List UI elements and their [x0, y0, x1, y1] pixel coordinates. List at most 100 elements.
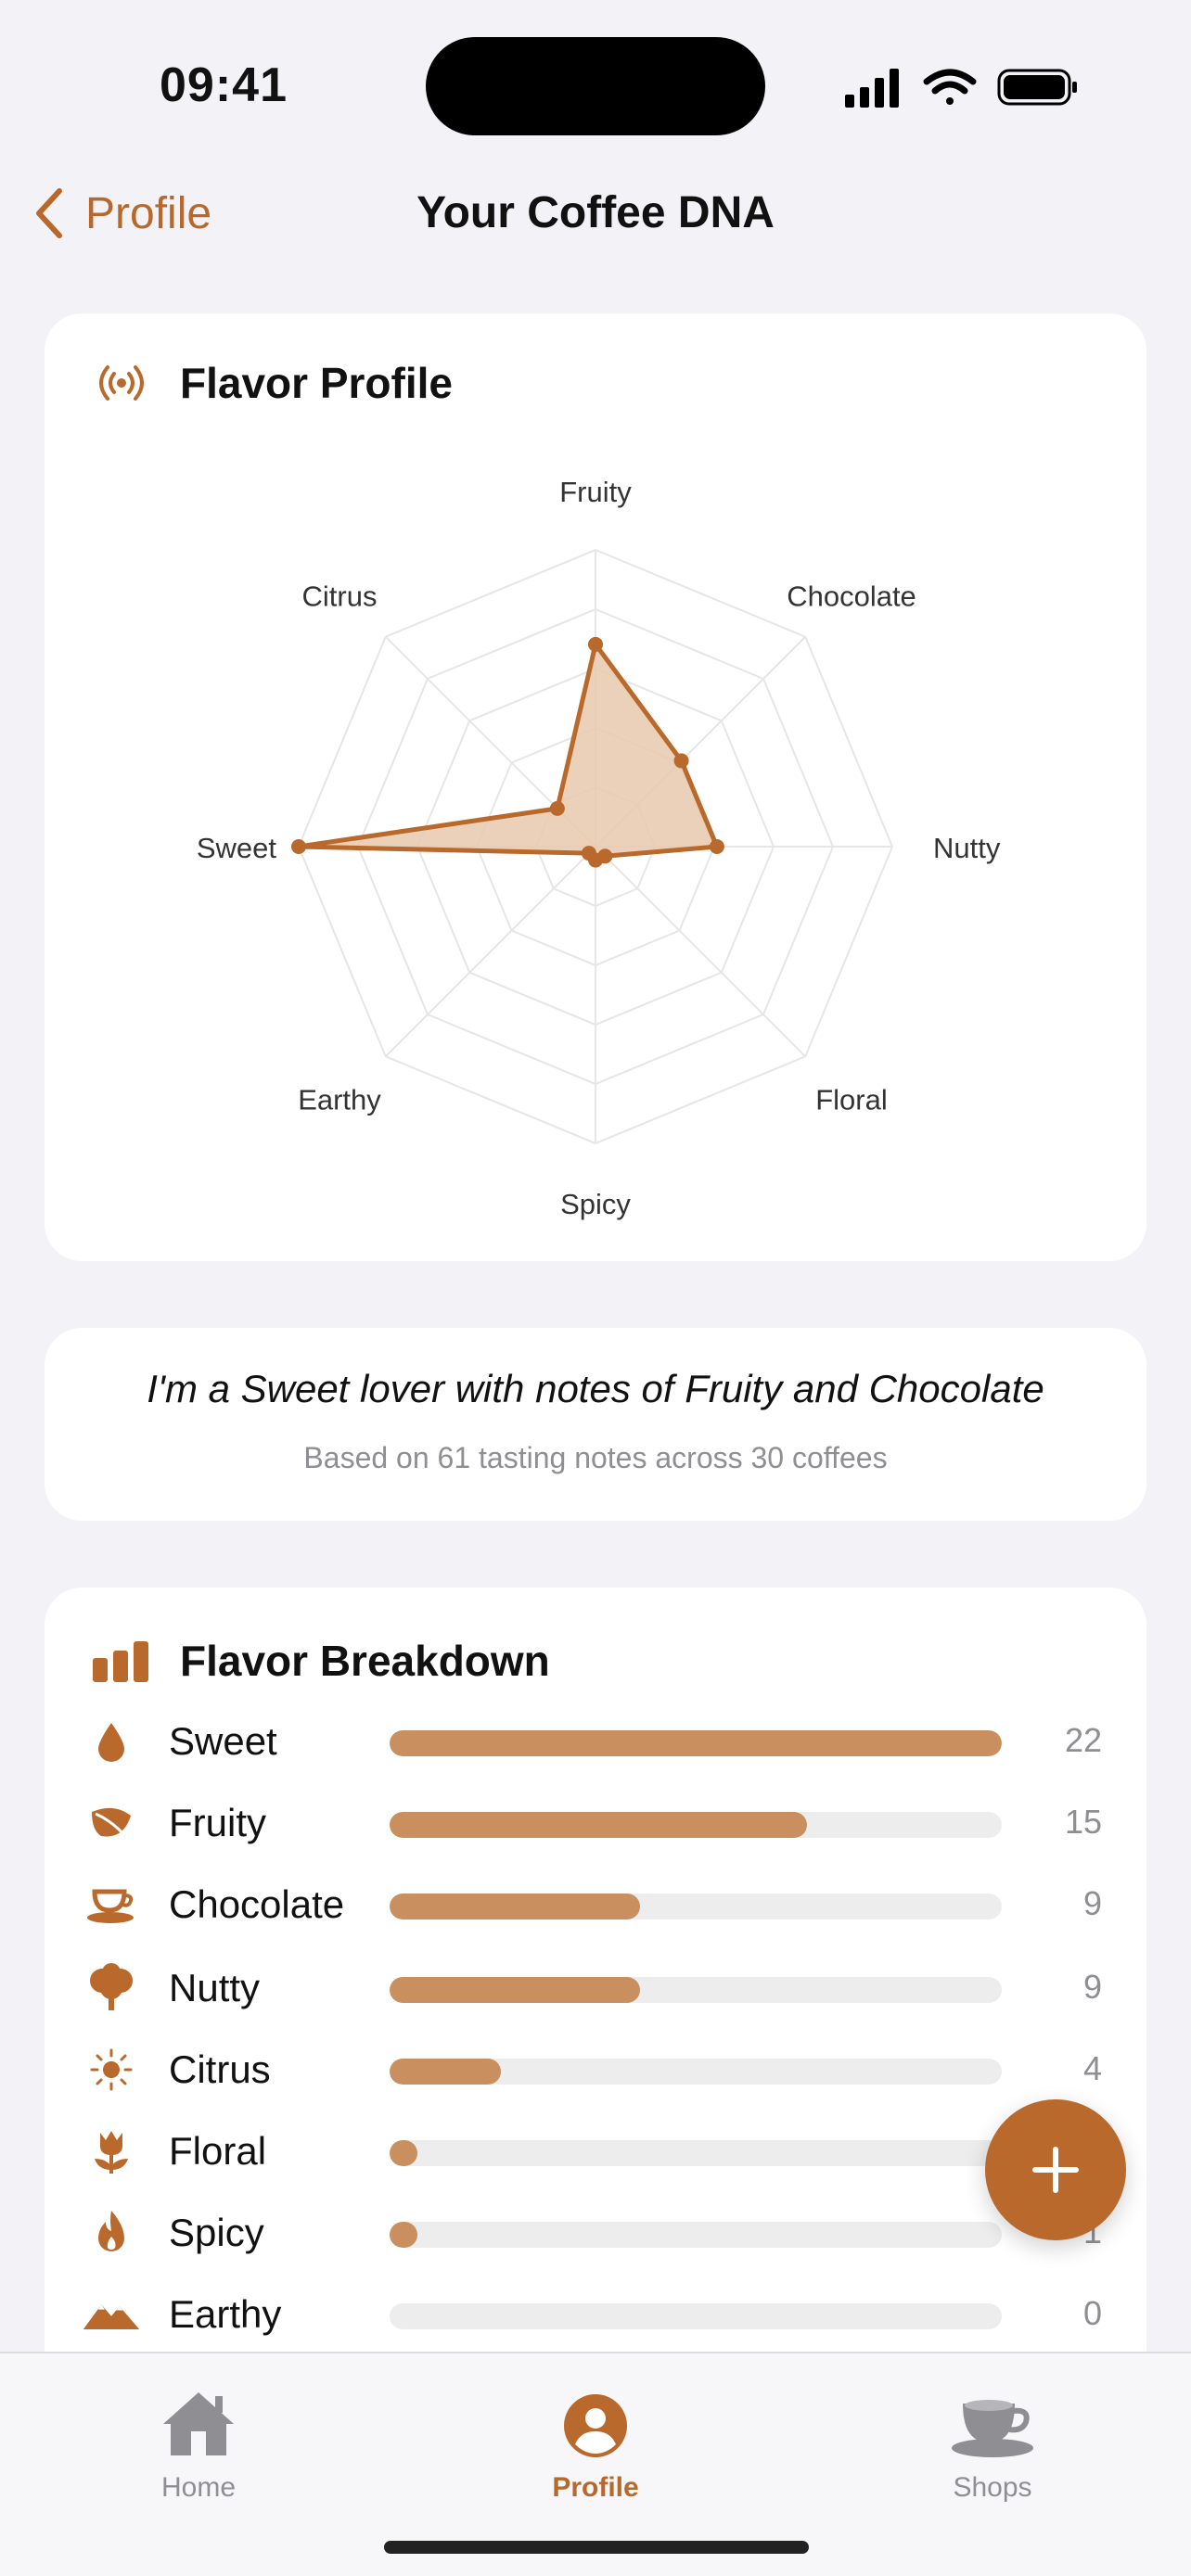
breakdown-label: Spicy	[169, 2211, 264, 2254]
chevron-left-icon	[36, 188, 62, 238]
breakdown-bar	[390, 2222, 417, 2248]
breakdown-track	[390, 2222, 1002, 2248]
breakdown-track	[390, 1812, 1002, 1838]
summary-card: I'm a Sweet lover with notes of Fruity a…	[45, 1328, 1146, 1521]
radar-series-area	[296, 642, 720, 863]
breakdown-count: 15	[1064, 1803, 1102, 1841]
flavor-breakdown-card: Flavor Breakdown Sweet 22 Fruity 15 Choc…	[45, 1588, 1146, 2366]
radar-axis-label: Fruity	[559, 476, 632, 508]
breakdown-bar	[390, 1812, 807, 1838]
cup-icon	[82, 1879, 141, 1931]
tab-home[interactable]: Home	[87, 2370, 310, 2509]
breakdown-count: 22	[1064, 1721, 1102, 1759]
breakdown-bar	[390, 1730, 1002, 1756]
house-icon	[163, 2392, 234, 2455]
summary-headline: I'm a Sweet lover with notes of Fruity a…	[147, 1367, 1044, 1410]
breakdown-track	[390, 1730, 1002, 1756]
radar-axis-label: Spicy	[560, 1188, 631, 1220]
breakdown-count: 9	[1082, 1884, 1102, 1922]
flavor-breakdown-title: Flavor Breakdown	[180, 1637, 550, 1685]
breakdown-label: Fruity	[169, 1801, 266, 1844]
person-circle-icon	[564, 2394, 627, 2457]
tab-bar: Home Profile Shops	[0, 2352, 1191, 2576]
breakdown-row-floral: Floral 1	[45, 2114, 1146, 2188]
flame-icon	[82, 2207, 141, 2259]
breakdown-row-spicy: Spicy 1	[45, 2196, 1146, 2270]
radar-spoke	[385, 846, 596, 1057]
navigation-bar: Profile Your Coffee DNA	[0, 167, 1191, 260]
breakdown-label: Sweet	[169, 1719, 277, 1763]
battery-icon	[997, 69, 1077, 106]
cup-saucer-icon	[952, 2400, 1033, 2457]
radar-axis-label: Earthy	[298, 1084, 381, 1116]
wifi-icon	[923, 69, 977, 105]
radar-spoke	[595, 846, 806, 1057]
tree-icon	[82, 1962, 141, 2014]
breakdown-track	[390, 1977, 1002, 2003]
plus-icon	[1032, 2147, 1079, 2193]
breakdown-count: 0	[1082, 2294, 1102, 2332]
back-label: Profile	[85, 188, 212, 238]
breakdown-track	[390, 2059, 1002, 2085]
flavor-breakdown-header: Flavor Breakdown	[89, 1628, 550, 1693]
flavor-profile-header: Flavor Profile	[89, 351, 453, 415]
sun-icon	[82, 2044, 141, 2096]
radar-axis-label: Chocolate	[787, 580, 916, 612]
breakdown-track	[390, 2303, 1002, 2329]
mountain-icon	[82, 2289, 141, 2340]
breakdown-track	[390, 1894, 1002, 1919]
radar-chart: Fruity Chocolate Nutty Floral Spicy Earthy Swe…	[197, 476, 1001, 1220]
breakdown-track	[390, 2140, 1002, 2166]
tab-home-label: Home	[160, 2472, 237, 2503]
tab-shops[interactable]: Shops	[881, 2370, 1104, 2509]
breakdown-label: Chocolate	[169, 1882, 345, 1926]
dynamic-island	[426, 37, 765, 135]
home-indicator	[384, 2541, 809, 2554]
breakdown-label: Floral	[169, 2129, 267, 2173]
bar-chart-icon	[93, 1641, 148, 1682]
radar-point-chocolate	[673, 753, 689, 769]
back-button[interactable]: Profile	[33, 184, 211, 243]
radar-data	[291, 636, 724, 868]
breakdown-bar	[390, 2059, 501, 2085]
radar-point-sweet	[291, 839, 306, 854]
radar-axis-label: Floral	[815, 1084, 888, 1116]
cellular-signal-icon	[845, 69, 899, 108]
tab-profile-label: Profile	[552, 2472, 639, 2503]
tulip-icon	[82, 2125, 141, 2177]
breakdown-row-nutty: Nutty 9	[45, 1951, 1146, 2025]
breakdown-label: Earthy	[169, 2292, 282, 2336]
breakdown-bar	[390, 2140, 417, 2166]
status-time: 09:41	[160, 58, 288, 112]
drop-icon	[82, 1715, 141, 1767]
breakdown-bar	[390, 1894, 640, 1919]
radar-point-citrus	[549, 800, 565, 816]
leaf-icon	[82, 1797, 141, 1849]
page-title: Your Coffee DNA	[416, 188, 775, 237]
breakdown-label: Nutty	[169, 1966, 261, 2009]
breakdown-bar	[390, 1977, 640, 2003]
tab-shops-label: Shops	[953, 2472, 1032, 2503]
radar-axis-label: Citrus	[302, 580, 378, 612]
breakdown-label: Citrus	[169, 2047, 271, 2091]
flavor-profile-title: Flavor Profile	[180, 359, 453, 407]
radar-point-fruity	[588, 636, 603, 652]
summary-subtitle: Based on 61 tasting notes across 30 coff…	[303, 1441, 888, 1474]
breakdown-row-fruity: Fruity 15	[45, 1786, 1146, 1860]
radar-axis-label: Nutty	[933, 832, 1001, 864]
radar-axis-label: Sweet	[197, 832, 277, 864]
status-icons	[845, 69, 1077, 108]
breakdown-row-earthy: Earthy 0	[45, 2277, 1146, 2352]
breakdown-count: 9	[1082, 1968, 1102, 2006]
radar-labels: Fruity Chocolate Nutty Floral Spicy Earthy Swe…	[197, 476, 1001, 1220]
breakdown-row-chocolate: Chocolate 9	[45, 1868, 1146, 1942]
broadcast-icon	[99, 365, 144, 401]
radar-point-nutty	[709, 839, 724, 854]
tab-profile[interactable]: Profile	[484, 2370, 707, 2509]
status-bar: 09:41	[0, 0, 1191, 176]
add-button[interactable]	[985, 2099, 1126, 2240]
breakdown-count: 4	[1082, 2049, 1102, 2087]
breakdown-row-sweet: Sweet 22	[45, 1704, 1146, 1779]
radar-point-earthy	[581, 846, 596, 861]
flavor-profile-card: Flavor Profile Fruity Chocolate Nutty Flora…	[45, 313, 1146, 1261]
